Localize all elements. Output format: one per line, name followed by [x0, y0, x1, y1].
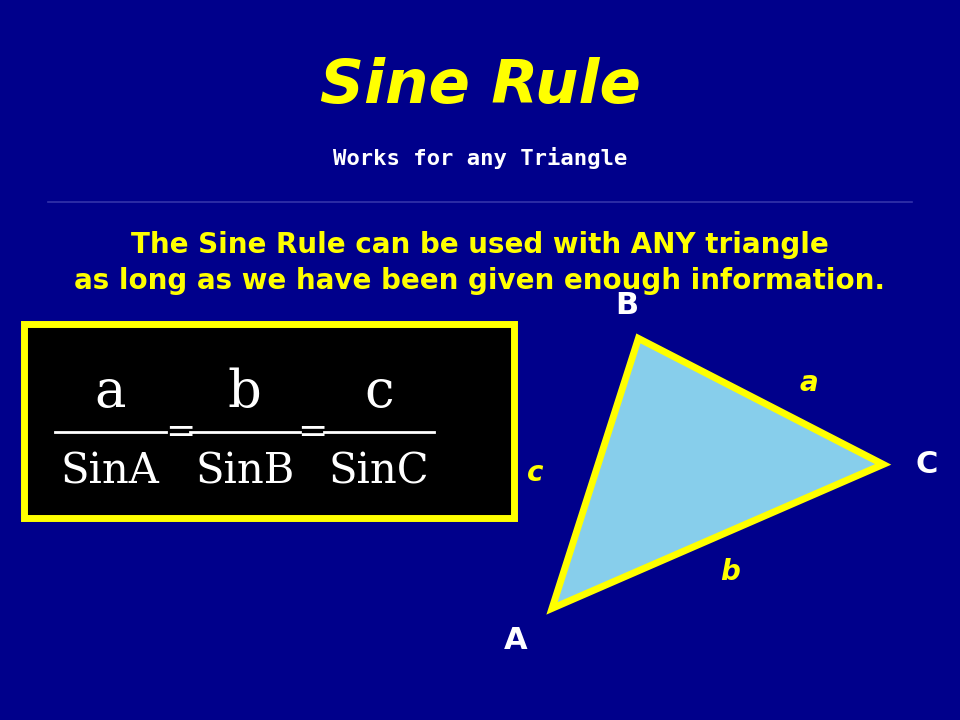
FancyBboxPatch shape	[24, 324, 514, 518]
Text: b: b	[720, 559, 739, 586]
Text: Works for any Triangle: Works for any Triangle	[333, 148, 627, 169]
Text: SinB: SinB	[195, 451, 295, 492]
Text: b: b	[228, 367, 262, 418]
Text: a: a	[95, 367, 126, 418]
Polygon shape	[552, 338, 883, 608]
Text: A: A	[504, 626, 528, 655]
Text: B: B	[614, 292, 638, 320]
Text: SinA: SinA	[61, 451, 159, 492]
Text: =: =	[297, 415, 327, 449]
Text: a: a	[800, 369, 818, 397]
Text: =: =	[165, 415, 196, 449]
Text: as long as we have been given enough information.: as long as we have been given enough inf…	[75, 267, 885, 294]
Text: The Sine Rule can be used with ANY triangle: The Sine Rule can be used with ANY trian…	[132, 231, 828, 258]
Text: c: c	[527, 459, 543, 487]
Text: c: c	[365, 367, 394, 418]
Text: SinC: SinC	[329, 451, 429, 492]
Text: Sine Rule: Sine Rule	[320, 57, 640, 116]
Text: C: C	[915, 450, 938, 479]
